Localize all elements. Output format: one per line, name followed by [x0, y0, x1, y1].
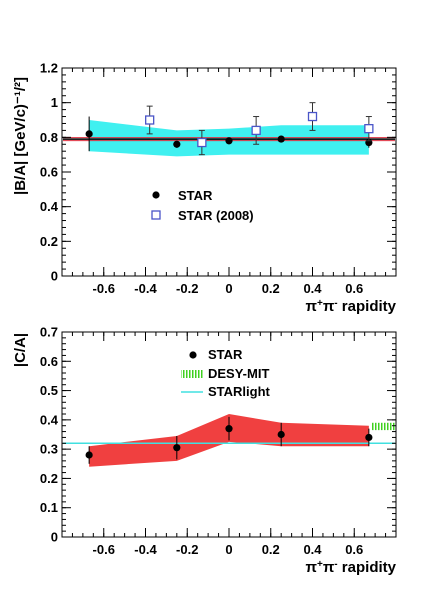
panel1-x-axis-title: π+π- rapidity	[305, 298, 396, 316]
legend-star-marker	[152, 191, 160, 199]
panel2-legend: STAR DESY-MIT STARlight	[181, 347, 271, 399]
panel1-x-tick-label: 0.6	[345, 281, 363, 296]
panel1-star-point	[225, 137, 233, 145]
panel1-star-point	[85, 130, 93, 138]
legend-starlight-label: STARlight	[208, 384, 271, 399]
panel2-x-tick-label: 0	[225, 542, 232, 557]
panel2-y-tick-label: 0.6	[40, 354, 58, 369]
panel1-star-point	[173, 140, 181, 148]
panel1-star2008-point	[197, 137, 207, 148]
panel1-y-axis-title: |B/A| [GeV/c)⁻¹/²]	[12, 77, 29, 195]
panel2-x-tick-label: 0.2	[262, 542, 280, 557]
panel1-y-tick-label: 1	[51, 95, 58, 110]
desy-mit-band	[370, 422, 395, 431]
panel2-x-tick-label: -0.2	[176, 542, 198, 557]
panel2-x-tick-label: -0.4	[134, 542, 157, 557]
panel1-star2008-point	[145, 115, 155, 125]
panel1-star2008-point	[251, 125, 261, 136]
panel2-y-tick-label: 0	[51, 530, 58, 545]
panel1-y-tick-label: 0.4	[40, 199, 59, 214]
panel2-x-tick-label: 0.6	[345, 542, 363, 557]
panel1-y-tick-label: 0.2	[40, 234, 58, 249]
panel2-y-tick-label: 0.1	[40, 500, 58, 515]
panel1-y-tick-label: 0.6	[40, 165, 58, 180]
panel1-star2008-point	[307, 111, 318, 122]
panel2-star-point	[173, 444, 181, 452]
panel1-x-tick-label: 0.2	[262, 281, 280, 296]
legend-desy-mit-label: DESY-MIT	[208, 366, 269, 381]
panel2-star-point	[277, 430, 285, 439]
panel2-star-point	[365, 433, 373, 442]
legend-desy-mit-marker	[181, 370, 203, 378]
panel2-star-point	[225, 425, 233, 433]
panel1-frame	[61, 67, 397, 277]
panel1-x-tick-label: 0	[225, 281, 232, 296]
panel2-y-tick-label: 0.4	[40, 412, 59, 427]
legend-star-label: STAR	[178, 188, 213, 203]
legend-star-marker	[189, 351, 197, 359]
panel2-y-tick-label: 0.7	[40, 325, 58, 340]
panel2-x-tick-label: 0.4	[303, 542, 322, 557]
panel1-star-point	[277, 135, 285, 143]
panel2-x-axis-title: π+π- rapidity	[305, 559, 396, 577]
panel1-y-tick-label: 0.8	[40, 130, 58, 145]
legend-star2008-marker	[151, 210, 161, 220]
panel1-x-tick-label: -0.2	[176, 281, 198, 296]
legend-star2008-label: STAR (2008)	[178, 208, 254, 223]
panel1-x-tick-label: -0.6	[93, 281, 115, 296]
panel2-y-axis-title: |C/A|	[12, 333, 29, 367]
panel1-y-tick-label: 1.2	[40, 61, 58, 76]
panel1-y-tick-label: 0	[51, 269, 58, 284]
legend-star-label: STAR	[208, 347, 243, 362]
panel1-star2008-point	[364, 124, 374, 134]
panel2-y-tick-label: 0.2	[40, 471, 58, 486]
panel2-plot: -0.6 -0.4 -0.2 0 0.2 0.4 0.6 0 0.1 0.2 0.3 0.4 0.5 0.…	[12, 325, 397, 577]
panel1-x-tick-label: 0.4	[303, 281, 322, 296]
panel1-x-tick-label: -0.4	[134, 281, 157, 296]
panel2-y-tick-label: 0.3	[40, 442, 58, 457]
panel2-x-tick-label: -0.6	[93, 542, 115, 557]
panel1-plot: -0.6 -0.4 -0.2 0 0.2 0.4 0.6 0 0.2 0.4 0.6 0.8 1 1.2 π…	[12, 61, 397, 316]
panel2-y-tick-label: 0.5	[40, 383, 58, 398]
panel2-star-point	[85, 451, 93, 459]
panel1-legend: STAR STAR (2008)	[151, 188, 254, 223]
